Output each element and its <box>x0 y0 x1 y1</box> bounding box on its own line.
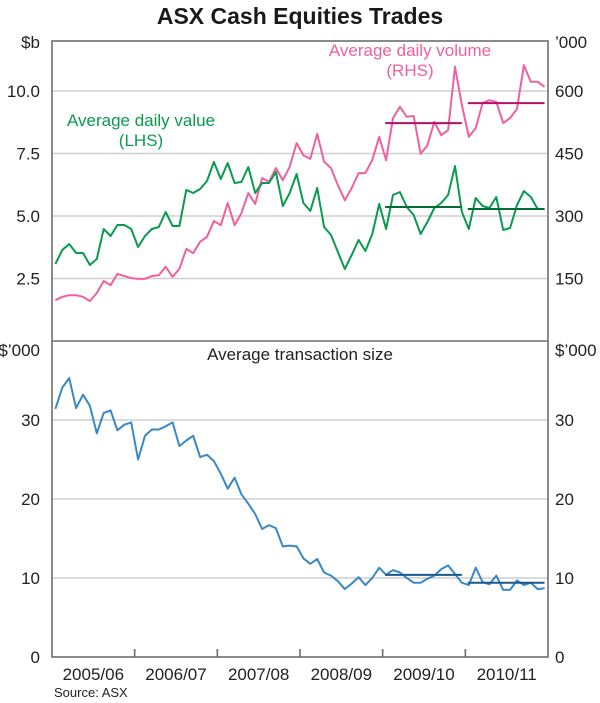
bottom-left-axis-unit: $’000 <box>0 341 40 360</box>
chart-title: ASX Cash Equities Trades <box>157 3 443 29</box>
top-panel-series <box>54 64 546 302</box>
x-tick-label: 2010/11 <box>477 665 537 684</box>
top-left-ticks: 2.5 5.0 7.5 10.0 <box>7 82 40 289</box>
top-right-ticks: 150 300 450 600 <box>555 82 583 289</box>
tick-label: 20 <box>21 490 40 509</box>
tick-label: 300 <box>555 207 583 226</box>
tick-label: 20 <box>555 490 574 509</box>
source-note: Source: ASX <box>54 685 128 700</box>
bottom-panel-title: Average transaction size <box>207 345 393 364</box>
x-tick-label: 2005/06 <box>63 665 124 684</box>
tick-label: 600 <box>555 82 583 101</box>
tick-label: 10.0 <box>7 82 40 101</box>
volume-series-axis-note: (RHS) <box>386 61 433 80</box>
tick-label: 2.5 <box>16 270 40 289</box>
tick-label: 10 <box>21 569 40 588</box>
value-series-axis-note: (LHS) <box>119 131 163 150</box>
bottom-panel-gridlines <box>52 419 548 579</box>
x-tick-label: 2009/10 <box>393 665 454 684</box>
tick-label: 0 <box>555 648 564 667</box>
x-axis-labels: 2005/06 2006/07 2007/08 2008/09 2009/10 2010/… <box>63 665 537 684</box>
tick-label: 5.0 <box>16 207 40 226</box>
tick-label: 30 <box>21 411 40 430</box>
bottom-panel-series <box>54 377 545 591</box>
top-right-axis-unit: ’000 <box>555 33 587 52</box>
average-transaction-size-line <box>54 377 545 591</box>
x-tick-label: 2006/07 <box>145 665 206 684</box>
average-daily-volume-line <box>54 64 546 302</box>
bottom-right-axis-unit: $’000 <box>555 341 597 360</box>
tick-label: 7.5 <box>16 145 40 164</box>
x-tick-label: 2007/08 <box>228 665 289 684</box>
average-daily-value-line <box>54 161 545 270</box>
tick-label: 450 <box>555 145 583 164</box>
tick-label: 150 <box>555 270 583 289</box>
chart-frame <box>51 40 549 658</box>
tick-label: 30 <box>555 411 574 430</box>
bottom-left-ticks: 0 10 20 30 <box>21 411 40 667</box>
top-left-axis-unit: $b <box>21 33 40 52</box>
volume-series-label: Average daily volume <box>329 41 491 60</box>
bottom-right-ticks: 0 10 20 30 <box>555 411 574 667</box>
x-tick-label: 2008/09 <box>311 665 372 684</box>
value-series-label: Average daily value <box>67 111 215 130</box>
tick-label: 10 <box>555 569 574 588</box>
top-panel-gridlines <box>52 90 548 280</box>
tick-label: 0 <box>31 648 40 667</box>
